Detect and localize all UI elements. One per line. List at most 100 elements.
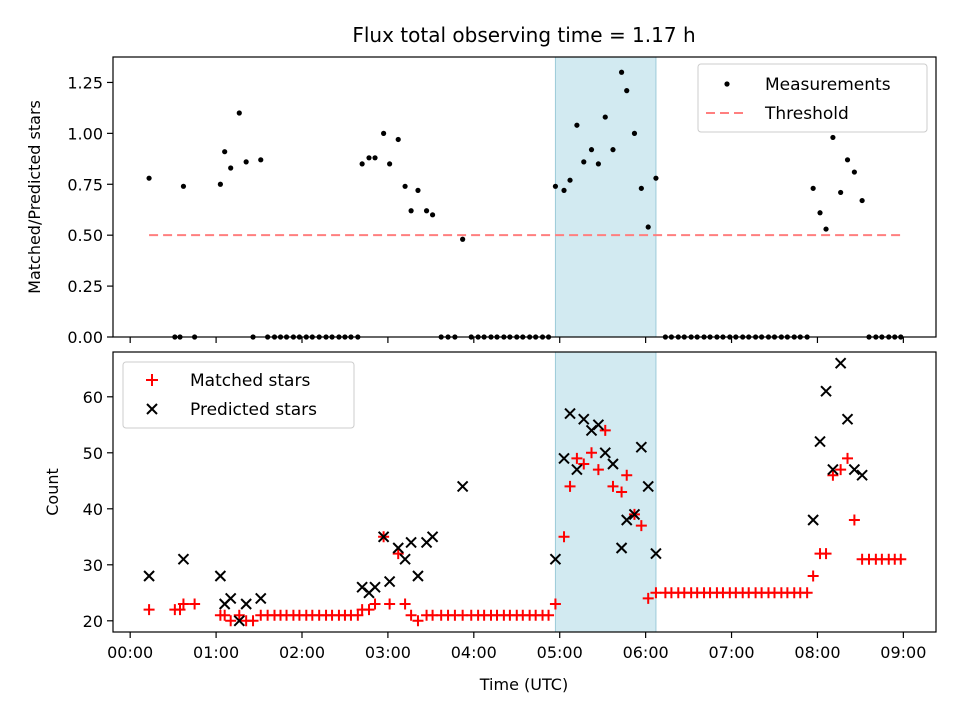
legend-threshold-label: Threshold	[764, 104, 849, 124]
measurement-point	[381, 130, 387, 136]
measurement-point	[561, 187, 567, 193]
predicted-star-point	[240, 598, 252, 610]
count-highlight-span	[554, 351, 657, 633]
x-tick-label: 07:00	[708, 643, 754, 662]
predicted-star-point	[814, 435, 826, 448]
predicted-star-point	[177, 553, 190, 565]
predicted-star-point	[377, 531, 390, 543]
measurement-point	[830, 134, 836, 141]
matched-star-point	[392, 548, 404, 560]
y-tick-label: 0.50	[67, 226, 103, 245]
predicted-star-point	[578, 413, 590, 425]
measurement-point	[638, 185, 644, 191]
count-x-ticks: 00:00 01:00 02:00 03:00 04:00 05:00 06:00 07:00…	[107, 632, 926, 662]
legend-predicted-label: Predicted stars	[190, 400, 317, 420]
measurement-point	[588, 147, 595, 153]
y-tick-label: 0.75	[67, 175, 103, 194]
matched-star-point	[635, 520, 647, 532]
measurement-point	[146, 175, 152, 181]
measurement-point	[851, 169, 857, 175]
predicted-star-point	[856, 469, 868, 481]
y-tick-label: 20	[83, 612, 103, 631]
matched-star-point	[405, 609, 417, 621]
count-y-ticks: 20 30 40 50 60	[83, 388, 113, 631]
ratio-y-ticks: 0.00 0.25 0.50 0.75 1.00 1.25	[67, 73, 113, 347]
measurement-point	[610, 147, 616, 153]
predicted-star-point	[628, 508, 641, 521]
predicted-star-point	[233, 615, 245, 627]
measurement-point	[810, 185, 816, 191]
measurement-point	[258, 157, 264, 163]
predicted-star-point	[807, 514, 819, 526]
matched-star-point	[827, 469, 839, 481]
matched-star-point	[835, 464, 847, 476]
matched-star-point	[412, 615, 424, 627]
measurement-point	[236, 110, 242, 116]
predicted-star-point	[214, 570, 227, 582]
measurement-point	[228, 165, 234, 171]
measurement-point	[595, 161, 601, 167]
measurement-point	[567, 177, 573, 183]
matched-star-point	[807, 570, 819, 582]
legend-measurements-label: Measurements	[765, 75, 891, 95]
matched-star-point	[384, 598, 396, 610]
y-tick-label: 1.00	[67, 124, 103, 143]
matched-star-point	[352, 609, 364, 621]
predicted-points	[143, 357, 868, 627]
matched-star-point	[895, 553, 907, 565]
ratio-legend-box	[697, 63, 928, 133]
matched-star-point	[225, 615, 237, 627]
measurement-point	[180, 183, 187, 189]
count-y-axis-label: Count	[43, 468, 62, 516]
matched-star-point	[801, 587, 813, 599]
predicted-star-point	[369, 581, 381, 593]
matched-star-point	[558, 531, 570, 543]
matched-star-point	[842, 452, 854, 464]
measurement-point	[415, 187, 421, 193]
predicted-star-point	[143, 570, 155, 582]
matched-star-point	[177, 598, 189, 610]
predicted-star-point	[558, 452, 570, 465]
predicted-star-point	[564, 407, 576, 420]
ratio-panel: 0.00 0.25 0.50 0.75 1.00 1.25 Matched/Predict…	[25, 56, 937, 347]
x-tick-label: 03:00	[365, 643, 411, 662]
predicted-star-point	[841, 413, 854, 425]
measurement-point	[359, 161, 365, 167]
predicted-star-point	[224, 592, 237, 605]
x-tick-label: 08:00	[794, 643, 840, 662]
y-tick-label: 0.00	[67, 328, 103, 347]
legend-matched-marker	[146, 374, 158, 386]
measurement-point	[387, 161, 393, 167]
predicted-star-point	[392, 542, 404, 554]
measurement-point	[581, 159, 587, 165]
measurement-point	[423, 208, 430, 214]
ratio-highlight-span	[554, 56, 657, 338]
predicted-star-point	[426, 531, 439, 543]
matched-star-point	[621, 469, 633, 481]
matched-star-point	[399, 598, 411, 610]
ratio-legend: Measurements Threshold	[697, 63, 928, 133]
count-axes-frame	[112, 351, 937, 633]
matched-star-point	[233, 609, 245, 621]
predicted-star-point	[412, 570, 424, 582]
measurement-point	[552, 183, 559, 189]
matched-star-point	[143, 604, 155, 616]
measurement-point	[408, 208, 414, 214]
predicted-star-point	[820, 385, 832, 397]
y-tick-label: 1.25	[67, 73, 103, 92]
predicted-star-point	[255, 592, 267, 605]
matched-star-point	[549, 598, 561, 610]
matched-star-point	[586, 447, 598, 459]
x-tick-label: 05:00	[537, 643, 583, 662]
measurement-point	[574, 122, 580, 128]
x-axis-label: Time (UTC)	[479, 675, 568, 694]
measurement-point	[645, 224, 651, 230]
matched-star-point	[564, 480, 576, 492]
y-tick-label: 30	[83, 556, 103, 575]
x-tick-label: 00:00	[107, 643, 153, 662]
matched-star-point	[848, 514, 860, 526]
matched-star-point	[174, 604, 186, 616]
measurement-point	[624, 88, 630, 94]
measurement-point	[366, 155, 372, 161]
